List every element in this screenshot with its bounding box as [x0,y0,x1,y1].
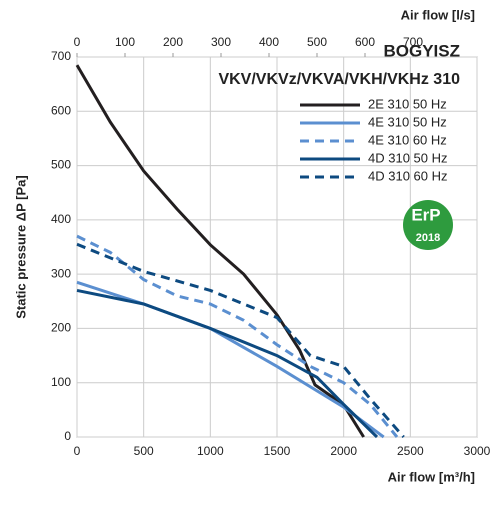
x2-axis-label: Air flow [l/s] [401,7,475,22]
x-axis-label: Air flow [m³/h] [388,469,475,484]
erp-badge: ErP 2018 [403,200,453,250]
x-tick-label: 1500 [264,444,291,458]
legend-label: 4D 310 50 Hz [368,150,448,165]
x2-tick-label: 200 [163,35,183,49]
y-tick-label: 300 [51,266,71,280]
x2-tick-label: 600 [355,35,375,49]
y-axis-label: Static pressure ΔP [Pa] [13,175,28,319]
y-tick-label: 400 [51,212,71,226]
x2-tick-label: 500 [307,35,327,49]
series-line [76,234,399,438]
x-tick-label: 1000 [197,444,224,458]
badge-circle [403,200,453,250]
legend-label: 2E 310 50 Hz [368,96,447,111]
y-tick-label: 600 [51,103,71,117]
y-tick-label: 0 [64,429,71,443]
legend-label: 4E 310 50 Hz [368,114,447,129]
y-tick-label: 100 [51,375,71,389]
x2-tick-label: 400 [259,35,279,49]
x-tick-label: 3000 [464,444,491,458]
y-tick-label: 500 [51,158,71,172]
legend-label: 4E 310 60 Hz [368,132,447,147]
y-tick-label: 200 [51,321,71,335]
x2-tick-label: 700 [403,35,423,49]
series-line [76,280,385,439]
x-tick-label: 500 [134,444,154,458]
series-line [75,64,365,438]
y-tick-label: 700 [51,49,71,63]
legend-label: 4D 310 60 Hz [368,168,448,183]
x2-tick-label: 100 [115,35,135,49]
logo: BOGYISZ [383,41,460,60]
badge-year: 2018 [416,232,440,244]
x-tick-label: 0 [74,444,81,458]
series-line [76,242,405,438]
x2-tick-label: 300 [211,35,231,49]
badge-text: ErP [411,205,440,224]
x2-tick-label: 0 [74,35,81,49]
chart-title: VKV/VKVz/VKVA/VKH/VKHz 310 [218,71,460,88]
series-line [76,288,379,439]
x-tick-label: 2500 [397,444,424,458]
x-tick-label: 2000 [330,444,357,458]
